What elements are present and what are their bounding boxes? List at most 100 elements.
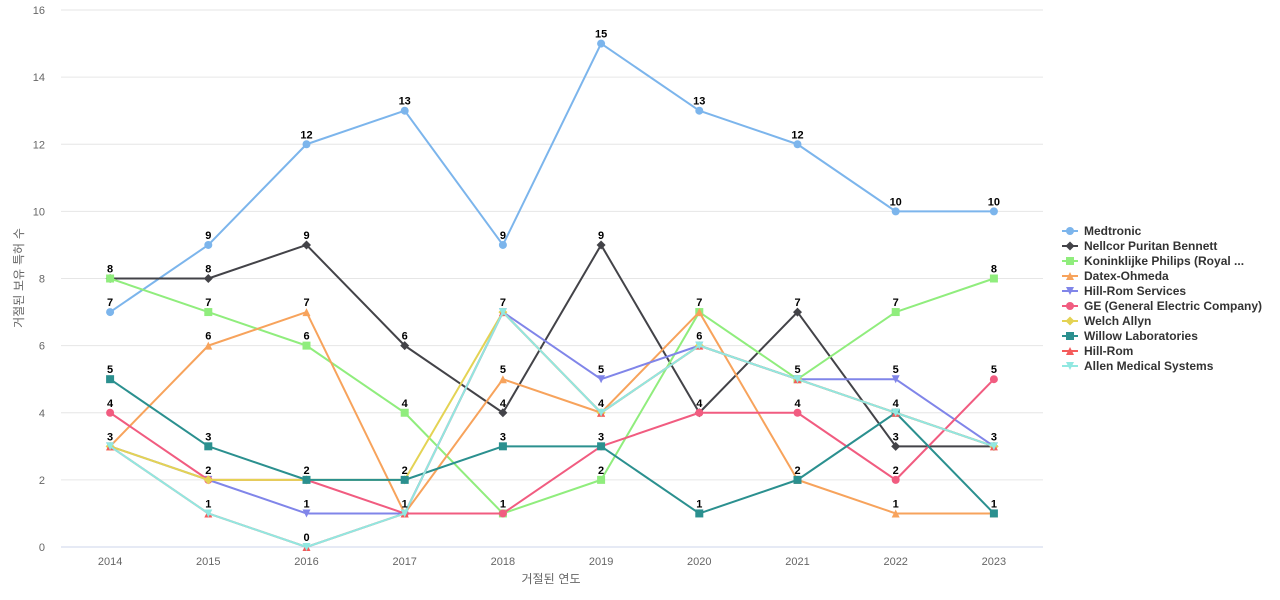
- data-point: [400, 106, 409, 115]
- data-point: [400, 408, 409, 417]
- legend-marker: [1065, 241, 1075, 250]
- series-layer: [105, 39, 999, 551]
- legend-label: Nellcor Puritan Bennett: [1084, 238, 1218, 253]
- data-label: 7: [500, 297, 506, 309]
- x-tick-label: 2020: [687, 556, 711, 568]
- data-label: 1: [303, 498, 309, 510]
- data-point: [204, 341, 213, 350]
- data-label: 1: [696, 498, 702, 510]
- x-tick-label: 2015: [196, 556, 220, 568]
- data-point: [498, 442, 507, 451]
- data-label: 2: [303, 465, 309, 477]
- data-point: [891, 441, 901, 451]
- data-point: [989, 207, 998, 216]
- y-tick-label: 4: [39, 408, 45, 420]
- series-line: [109, 311, 995, 548]
- data-point: [400, 509, 409, 518]
- data-label: 3: [893, 431, 899, 443]
- data-point: [793, 408, 802, 417]
- data-point: [302, 308, 311, 317]
- data-point: [989, 274, 998, 283]
- data-point: [695, 509, 704, 518]
- legend-item[interactable]: Medtronic: [1062, 223, 1262, 238]
- data-point: [793, 140, 802, 149]
- data-point: [891, 475, 900, 484]
- data-point: [891, 509, 900, 518]
- data-label: 12: [300, 129, 312, 141]
- y-tick-label: 10: [33, 206, 45, 218]
- y-axis-title: 거절된 보유 특허 수: [12, 228, 26, 328]
- data-label: 7: [303, 297, 309, 309]
- legend-symbol: [1062, 346, 1078, 355]
- data-point: [695, 408, 704, 417]
- legend-symbol: [1062, 241, 1078, 250]
- data-point: [203, 475, 213, 485]
- legend-item[interactable]: Willow Laboratories: [1062, 328, 1262, 343]
- data-point: [302, 240, 311, 250]
- data-point: [989, 375, 998, 384]
- data-labels: 8754398763211297621013642197543115954321…: [107, 29, 1000, 544]
- x-tick-label: 2014: [98, 556, 122, 568]
- legend-label: Welch Allyn: [1084, 313, 1152, 328]
- legend-item[interactable]: Datex-Ohmeda: [1062, 268, 1262, 283]
- legend-marker: [1066, 226, 1074, 235]
- data-point: [793, 475, 802, 484]
- data-label: 7: [696, 297, 702, 309]
- data-label: 4: [893, 398, 900, 410]
- data-label: 2: [893, 465, 899, 477]
- legend-item[interactable]: GE (General Electric Company): [1062, 298, 1262, 313]
- data-point: [302, 475, 311, 484]
- legend-item[interactable]: Hill-Rom Services: [1062, 283, 1262, 298]
- legend-marker: [1066, 361, 1074, 370]
- y-axis-ticks: 0 2 4 6 8 10 12 14 16: [33, 5, 45, 554]
- data-point: [400, 475, 409, 484]
- data-label: 6: [402, 331, 408, 343]
- data-point: [989, 442, 998, 451]
- legend-item[interactable]: Nellcor Puritan Bennett: [1062, 238, 1262, 253]
- legend-label: Willow Laboratories: [1084, 328, 1198, 343]
- legend-label: Hill-Rom: [1084, 343, 1134, 358]
- legend-item[interactable]: Koninklijke Philips (Royal ...: [1062, 253, 1262, 268]
- data-label: 9: [205, 230, 211, 242]
- data-label: 9: [303, 230, 309, 242]
- data-label: 7: [794, 297, 800, 309]
- series-line: [109, 311, 994, 515]
- data-label: 13: [399, 96, 411, 108]
- data-point: [106, 375, 115, 384]
- series-7: [106, 375, 998, 518]
- data-point: [597, 442, 606, 451]
- x-tick-label: 2019: [589, 556, 613, 568]
- legend-marker: [1066, 286, 1074, 295]
- data-label: 5: [500, 364, 506, 376]
- legend-item[interactable]: Allen Medical Systems: [1062, 358, 1262, 373]
- data-label: 2: [794, 465, 800, 477]
- data-label: 4: [696, 398, 703, 410]
- data-point: [989, 509, 998, 518]
- legend-label: Koninklijke Philips (Royal ...: [1084, 253, 1245, 268]
- data-label: 4: [598, 398, 605, 410]
- legend-symbol: [1062, 361, 1078, 370]
- legend-marker: [1066, 331, 1074, 340]
- data-label: 4: [794, 398, 801, 410]
- y-tick-label: 8: [39, 274, 45, 286]
- data-point: [498, 375, 507, 384]
- data-point: [106, 274, 115, 283]
- data-point: [204, 442, 213, 451]
- data-label: 7: [107, 297, 113, 309]
- data-point: [597, 375, 606, 384]
- data-point: [400, 341, 410, 351]
- data-label: 15: [595, 29, 607, 41]
- series-9: [106, 308, 998, 551]
- data-label: 6: [303, 331, 309, 343]
- legend-marker: [1066, 346, 1074, 355]
- legend-label: Allen Medical Systems: [1084, 358, 1214, 373]
- data-label: 6: [205, 331, 211, 343]
- data-label: 9: [500, 230, 506, 242]
- data-label: 8: [107, 264, 113, 276]
- data-point: [793, 375, 802, 384]
- legend-item[interactable]: Hill-Rom: [1062, 343, 1262, 358]
- y-tick-label: 2: [39, 475, 45, 487]
- data-point: [498, 240, 507, 249]
- data-label: 4: [107, 398, 114, 410]
- legend-item[interactable]: Welch Allyn: [1062, 313, 1262, 328]
